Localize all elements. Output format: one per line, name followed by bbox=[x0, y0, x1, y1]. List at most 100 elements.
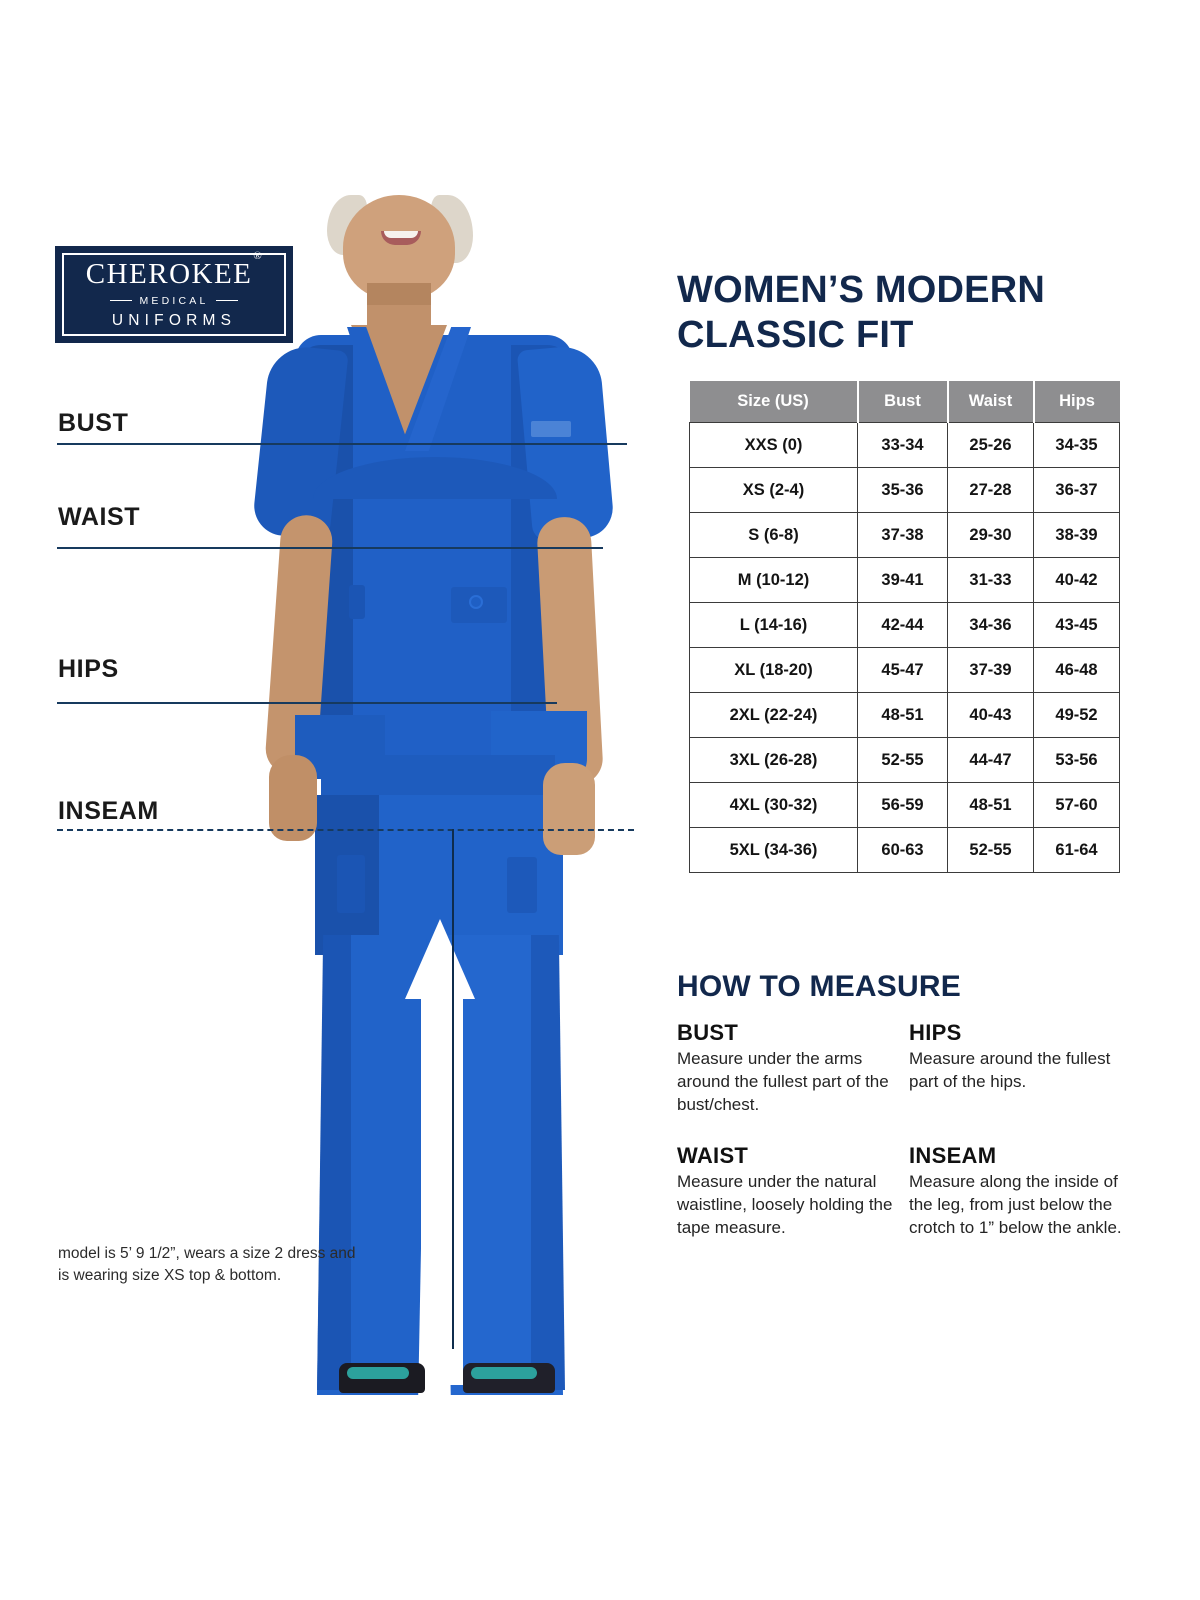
waist-cell: 48-51 bbox=[947, 782, 1034, 828]
model-photo bbox=[251, 195, 665, 1395]
bust-cell: 56-59 bbox=[857, 782, 948, 828]
logo-inner-frame: CHEROKEE® MEDICAL UNIFORMS bbox=[62, 250, 286, 336]
measure-tip-inseam: INSEAM Measure along the inside of the le… bbox=[909, 1143, 1122, 1240]
logo-rule-left-icon bbox=[110, 299, 133, 302]
waist-cell: 44-47 bbox=[947, 737, 1034, 783]
table-row: XL (18-20) 45-47 37-39 46-48 bbox=[689, 647, 1120, 693]
logo-uniforms-text: UNIFORMS bbox=[111, 311, 237, 329]
column-header-waist: Waist bbox=[947, 381, 1035, 423]
measure-tip-bust: BUST Measure under the arms around the fu… bbox=[677, 1020, 909, 1117]
model-shoe-trim-left bbox=[347, 1367, 409, 1379]
model-note: model is 5’ 9 1/2”, wears a size 2 dress… bbox=[58, 1245, 356, 1285]
size-cell: XS (2-4) bbox=[689, 467, 858, 513]
model-hand-right bbox=[543, 763, 595, 855]
model-head bbox=[343, 195, 455, 300]
page-title: WOMEN’S MODERN CLASSIC FIT bbox=[677, 269, 1046, 356]
bust-cell: 52-55 bbox=[857, 737, 948, 783]
size-cell: 3XL (26-28) bbox=[689, 737, 858, 783]
pants-leg-left-shade bbox=[317, 935, 351, 1390]
how-to-measure-grid: BUST Measure under the arms around the fu… bbox=[677, 1020, 1122, 1240]
bust-marker-label: BUST bbox=[58, 409, 129, 437]
bust-cell: 42-44 bbox=[857, 602, 948, 648]
top-pocket-left bbox=[349, 585, 365, 619]
measure-tip-text: Measure under the natural waistline, loo… bbox=[677, 1171, 893, 1237]
table-row: L (14-16) 42-44 34-36 43-45 bbox=[689, 602, 1120, 648]
size-cell: L (14-16) bbox=[689, 602, 858, 648]
table-row: 3XL (26-28) 52-55 44-47 53-56 bbox=[689, 737, 1120, 783]
size-cell: 5XL (34-36) bbox=[689, 827, 858, 873]
bust-marker-line bbox=[57, 443, 627, 445]
hips-cell: 49-52 bbox=[1033, 692, 1120, 738]
size-cell: 4XL (30-32) bbox=[689, 782, 858, 828]
waist-cell: 29-30 bbox=[947, 512, 1034, 558]
waist-cell: 25-26 bbox=[947, 422, 1034, 468]
size-cell: XL (18-20) bbox=[689, 647, 858, 693]
table-row: 2XL (22-24) 48-51 40-43 49-52 bbox=[689, 692, 1120, 738]
measure-tip-title: HIPS bbox=[909, 1020, 962, 1045]
size-cell: XXS (0) bbox=[689, 422, 858, 468]
waist-cell: 27-28 bbox=[947, 467, 1034, 513]
table-row: XS (2-4) 35-36 27-28 36-37 bbox=[689, 467, 1120, 513]
hips-cell: 61-64 bbox=[1033, 827, 1120, 873]
size-cell: S (6-8) bbox=[689, 512, 858, 558]
bust-cell: 37-38 bbox=[857, 512, 948, 558]
hips-marker-label: HIPS bbox=[58, 655, 119, 683]
waist-cell: 40-43 bbox=[947, 692, 1034, 738]
hips-cell: 43-45 bbox=[1033, 602, 1120, 648]
cherokee-logo: CHEROKEE® MEDICAL UNIFORMS bbox=[55, 246, 293, 343]
bust-cell: 33-34 bbox=[857, 422, 948, 468]
measure-tip-text: Measure along the inside of the leg, fro… bbox=[909, 1171, 1122, 1237]
waist-cell: 37-39 bbox=[947, 647, 1034, 693]
hips-cell: 36-37 bbox=[1033, 467, 1120, 513]
table-row: 5XL (34-36) 60-63 52-55 61-64 bbox=[689, 827, 1120, 873]
bust-cell: 45-47 bbox=[857, 647, 948, 693]
waist-marker-line bbox=[57, 547, 603, 549]
hips-cell: 57-60 bbox=[1033, 782, 1120, 828]
how-to-measure-heading: HOW TO MEASURE bbox=[677, 970, 961, 1003]
measure-tip-waist: WAIST Measure under the natural waistline… bbox=[677, 1143, 909, 1240]
measure-tip-hips: HIPS Measure around the fullest part of t… bbox=[909, 1020, 1122, 1117]
model-teeth bbox=[384, 231, 418, 238]
waist-cell: 52-55 bbox=[947, 827, 1034, 873]
hips-cell: 40-42 bbox=[1033, 557, 1120, 603]
top-pocket-button bbox=[469, 595, 483, 609]
size-chart-table: Size (US) Bust Waist Hips XXS (0) 33-34 25… bbox=[689, 381, 1120, 873]
pants-leg-right-shade bbox=[531, 935, 565, 1390]
bust-cell: 48-51 bbox=[857, 692, 948, 738]
pants-cargo-pocket-left bbox=[337, 855, 365, 913]
hips-cell: 53-56 bbox=[1033, 737, 1120, 783]
waist-marker-label: WAIST bbox=[58, 503, 141, 531]
pants-cargo-pocket-right bbox=[507, 857, 537, 913]
size-cell: 2XL (22-24) bbox=[689, 692, 858, 738]
table-row: 4XL (30-32) 56-59 48-51 57-60 bbox=[689, 782, 1120, 828]
size-table-body: XXS (0) 33-34 25-26 34-35 XS (2-4) 35-36 27-28… bbox=[689, 422, 1120, 873]
bust-cell: 35-36 bbox=[857, 467, 948, 513]
model-chin-shadow bbox=[367, 283, 431, 305]
logo-brand-name: CHEROKEE® bbox=[85, 250, 263, 290]
hips-cell: 38-39 bbox=[1033, 512, 1120, 558]
column-header-bust: Bust bbox=[857, 381, 949, 423]
waist-cell: 34-36 bbox=[947, 602, 1034, 648]
sleeve-brand-tag bbox=[531, 421, 571, 437]
table-row: S (6-8) 37-38 29-30 38-39 bbox=[689, 512, 1120, 558]
logo-brand-text: CHEROKEE bbox=[85, 257, 253, 290]
inseam-vertical-line bbox=[452, 829, 454, 1349]
measure-tip-text: Measure under the arms around the fulles… bbox=[677, 1049, 889, 1114]
size-table-header: Size (US) Bust Waist Hips bbox=[689, 381, 1120, 423]
inseam-marker-line bbox=[57, 829, 634, 831]
size-cell: M (10-12) bbox=[689, 557, 858, 603]
model-hand-left bbox=[269, 755, 317, 841]
inseam-marker-label: INSEAM bbox=[58, 797, 159, 825]
model-shoe-trim-right bbox=[471, 1367, 537, 1379]
measure-tip-title: INSEAM bbox=[909, 1142, 997, 1168]
table-row: M (10-12) 39-41 31-33 40-42 bbox=[689, 557, 1120, 603]
size-table-header-row: Size (US) Bust Waist Hips bbox=[689, 381, 1120, 423]
bust-cell: 39-41 bbox=[857, 557, 948, 603]
logo-rule-right-icon bbox=[215, 299, 238, 302]
measure-tip-title: BUST bbox=[677, 1020, 739, 1045]
table-row: XXS (0) 33-34 25-26 34-35 bbox=[689, 422, 1120, 468]
hips-marker-line bbox=[57, 702, 557, 704]
measure-tip-title: WAIST bbox=[677, 1142, 749, 1168]
logo-medical-text: MEDICAL bbox=[139, 294, 209, 307]
bust-cell: 60-63 bbox=[857, 827, 948, 873]
